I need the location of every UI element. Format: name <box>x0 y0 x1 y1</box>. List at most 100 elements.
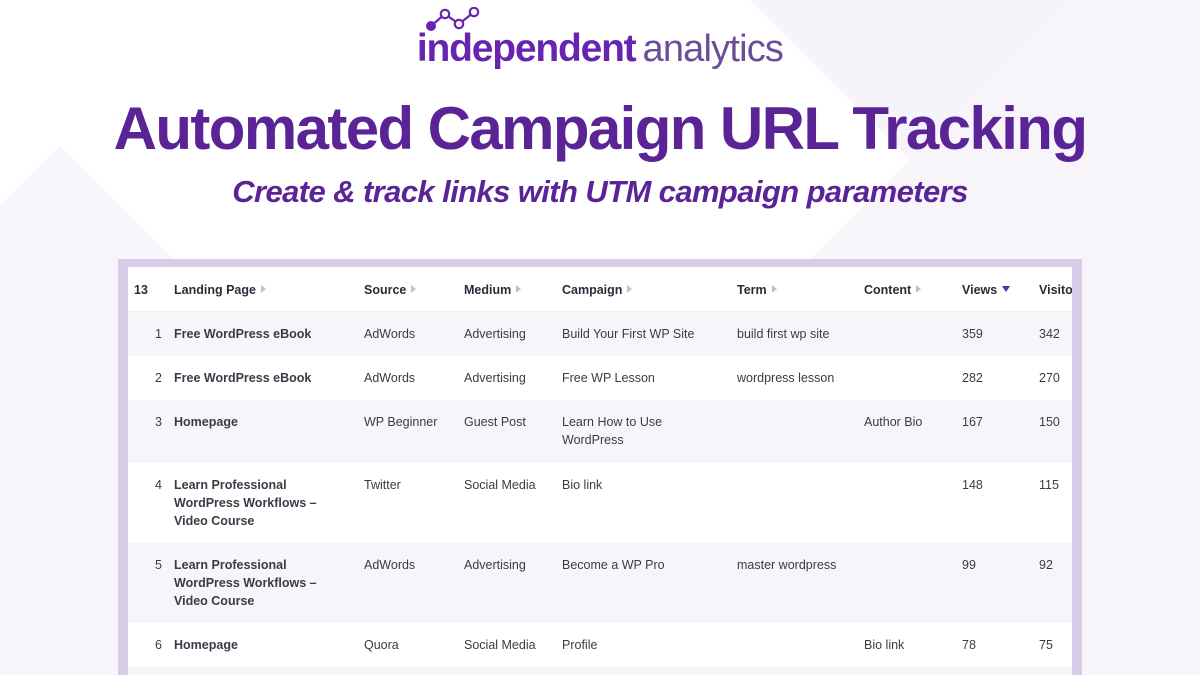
cell-content: Author Bio <box>858 400 956 463</box>
cell-content <box>858 542 956 624</box>
sort-arrow-icon-content[interactable] <box>916 285 922 293</box>
cell-landing-page: Learn Professional WordPress Workflows –… <box>168 462 358 543</box>
table-body: 1 Free WordPress eBook AdWords Advertising B… <box>128 311 1072 675</box>
table-card: 13 Landing Page Source Medium Campaign T… <box>128 267 1072 675</box>
sort-arrow-icon-landing-page[interactable] <box>260 285 266 293</box>
row-index: 2 <box>128 356 168 401</box>
cell-content <box>858 311 956 357</box>
cell-views: 99 <box>956 542 1033 624</box>
cell-medium: Advertising <box>458 667 556 675</box>
table-row[interactable]: 5 Learn Professional WordPress Workflows … <box>128 542 1072 624</box>
page-title: Automated Campaign URL Tracking <box>113 95 1088 162</box>
cell-views: 60 <box>956 667 1033 675</box>
cell-medium: Social Media <box>458 462 556 543</box>
sort-arrow-icon-term[interactable] <box>771 285 777 293</box>
row-count-label: 13 <box>128 267 168 312</box>
cell-visitors: 115 <box>1033 462 1072 543</box>
table-header-row: 13 Landing Page Source Medium Campaign T… <box>128 267 1072 312</box>
column-header-landing-page[interactable]: Landing Page <box>168 267 358 312</box>
cell-landing-page: Learn Professional WordPress Workflows –… <box>168 667 358 675</box>
column-header-views[interactable]: Views <box>956 267 1033 312</box>
cell-visitors: 75 <box>1033 623 1072 668</box>
cell-term <box>731 400 858 463</box>
sort-arrow-icon-views-active[interactable] <box>1002 286 1011 292</box>
column-label-visitors: Visitors <box>1039 283 1072 297</box>
cell-campaign: New course promo <box>556 667 731 675</box>
table-row[interactable]: 4 Learn Professional WordPress Workflows … <box>128 462 1072 543</box>
sort-arrow-icon-medium[interactable] <box>516 285 522 293</box>
cell-campaign: Become a WP Pro <box>556 542 731 624</box>
cell-landing-page: Homepage <box>168 400 358 463</box>
cell-visitors: 270 <box>1033 356 1072 401</box>
cell-campaign: Bio link <box>556 462 731 543</box>
cell-content <box>858 462 956 543</box>
column-label-views: Views <box>962 283 998 297</box>
sort-arrow-icon-source[interactable] <box>411 285 417 293</box>
column-label-campaign: Campaign <box>562 283 623 297</box>
cell-landing-page: Learn Professional WordPress Workflows –… <box>168 542 358 624</box>
cell-medium: Social Media <box>458 623 556 668</box>
row-index: 1 <box>128 311 168 357</box>
cell-medium: Advertising <box>458 311 556 357</box>
cell-source: Twitter <box>358 462 458 543</box>
cell-visitors: 92 <box>1033 542 1072 624</box>
column-label-landing-page: Landing Page <box>174 283 256 297</box>
cell-content <box>858 356 956 401</box>
cell-views: 282 <box>956 356 1033 401</box>
cell-medium: Advertising <box>458 542 556 624</box>
cell-views: 167 <box>956 400 1033 463</box>
sort-arrow-icon-campaign[interactable] <box>627 285 633 293</box>
cell-landing-page: Free WordPress eBook <box>168 311 358 357</box>
column-label-medium: Medium <box>464 283 512 297</box>
cell-medium: Advertising <box>458 356 556 401</box>
row-index: 6 <box>128 623 168 668</box>
row-index: 5 <box>128 542 168 624</box>
cell-term: build first wp site <box>731 311 858 357</box>
column-header-term[interactable]: Term <box>731 267 858 312</box>
row-index: 7 <box>128 667 168 675</box>
cell-campaign: Profile <box>556 623 731 668</box>
cell-source: Quora <box>358 623 458 668</box>
cell-term <box>731 623 858 668</box>
cell-landing-page: Free WordPress eBook <box>168 356 358 401</box>
cell-landing-page: Homepage <box>168 623 358 668</box>
table-row[interactable]: 1 Free WordPress eBook AdWords Advertising B… <box>128 311 1072 357</box>
cell-content: Bio link <box>858 623 956 668</box>
cell-visitors: 342 <box>1033 311 1072 357</box>
column-header-content[interactable]: Content <box>858 267 956 312</box>
cell-campaign: Free WP Lesson <box>556 356 731 401</box>
cell-campaign: Learn How to Use WordPress <box>556 400 731 463</box>
line-chart-icon <box>425 7 480 31</box>
column-header-medium[interactable]: Medium <box>458 267 556 312</box>
table-row[interactable]: 3 Homepage WP Beginner Guest Post Learn How … <box>128 400 1072 463</box>
cell-source: AdWords <box>358 356 458 401</box>
cell-source: AdWords <box>358 311 458 357</box>
utm-campaign-table: 13 Landing Page Source Medium Campaign T… <box>128 267 1072 675</box>
brand-logo: independent analytics <box>0 0 1200 68</box>
table-row[interactable]: 6 Homepage Quora Social Media Profile Bio lin… <box>128 623 1072 668</box>
cell-visitors: 150 <box>1033 400 1072 463</box>
cell-views: 359 <box>956 311 1033 357</box>
column-header-visitors[interactable]: Visitors <box>1033 267 1072 312</box>
cell-medium: Guest Post <box>458 400 556 463</box>
column-label-term: Term <box>737 283 767 297</box>
logo-text-analytics: analytics <box>642 28 784 70</box>
cell-campaign: Build Your First WP Site <box>556 311 731 357</box>
table-row[interactable]: 2 Free WordPress eBook AdWords Advertising F… <box>128 356 1072 401</box>
column-header-campaign[interactable]: Campaign <box>556 267 731 312</box>
cell-source: AdWords <box>358 542 458 624</box>
table-head: 13 Landing Page Source Medium Campaign T… <box>128 267 1072 312</box>
cell-visitors: 55 <box>1033 667 1072 675</box>
logo-text-independent: independent <box>416 27 637 70</box>
cell-term: master wordpress <box>731 542 858 624</box>
table-row[interactable]: 7Learn Professional WordPress Workflows … <box>128 667 1072 675</box>
cell-source: Facebook <box>358 667 458 675</box>
cell-views: 78 <box>956 623 1033 668</box>
cell-term: wordpress lesson <box>731 356 858 401</box>
column-header-source[interactable]: Source <box>358 267 458 312</box>
page-subtitle: Create & track links with UTM campaign p… <box>232 174 968 209</box>
column-label-content: Content <box>864 283 912 297</box>
cell-content <box>858 667 956 675</box>
column-label-source: Source <box>364 283 407 297</box>
